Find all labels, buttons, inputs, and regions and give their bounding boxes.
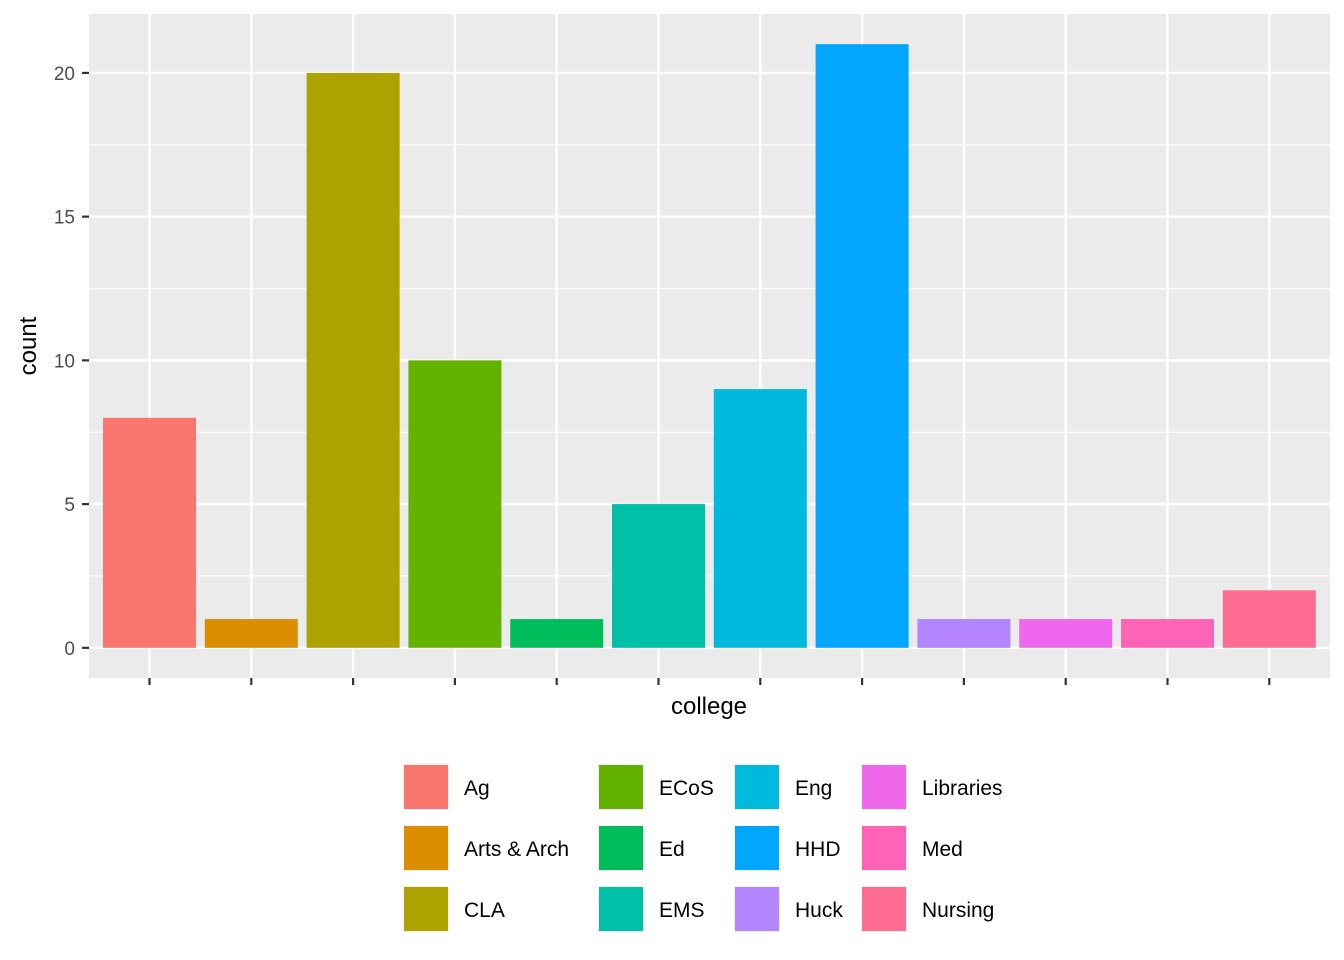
legend-swatch-cla	[404, 887, 448, 931]
bars	[103, 44, 1316, 648]
legend-label-huck: Huck	[795, 899, 843, 922]
x-axis	[148, 678, 1271, 685]
bar-huck	[917, 619, 1011, 648]
bar-ems	[612, 504, 705, 648]
legend-label-eng: Eng	[795, 777, 832, 800]
y-tick-label: 0	[64, 639, 75, 660]
legend-label-ed: Ed	[659, 838, 685, 861]
legend-label-med: Med	[922, 838, 963, 861]
legend-swatch-ems	[599, 887, 643, 931]
bar-ag	[103, 417, 196, 648]
y-axis: 0 5 10 15 20	[54, 64, 89, 660]
legend-label-arts-arch: Arts & Arch	[464, 838, 569, 861]
legend-swatch-huck	[735, 887, 779, 931]
bar-ed	[510, 619, 604, 648]
legend: Ag Arts & Arch CLA ECoS Ed EMS Eng HHD Huck Libra…	[403, 764, 1003, 932]
legend-swatch-ecos	[599, 765, 643, 809]
legend-label-libraries: Libraries	[922, 777, 1003, 800]
bar-cla	[306, 72, 400, 648]
legend-label-ecos: ECoS	[659, 777, 714, 800]
bar-med	[1121, 619, 1214, 648]
bar-ecos	[408, 360, 502, 648]
y-tick-label: 5	[64, 495, 75, 516]
legend-label-cla: CLA	[464, 899, 505, 922]
legend-label-nursing: Nursing	[922, 899, 994, 922]
legend-swatch-ag	[404, 765, 448, 809]
bar-arts-arch	[204, 619, 298, 648]
y-tick-label: 15	[54, 208, 75, 229]
x-axis-title: college	[671, 693, 747, 720]
bar-libraries	[1019, 619, 1113, 648]
y-axis-title: count	[15, 316, 42, 375]
panel-background	[89, 14, 1330, 678]
legend-swatch-ed	[599, 826, 643, 870]
legend-swatch-arts-arch	[404, 826, 448, 870]
legend-swatch-med	[862, 826, 906, 870]
legend-label-ag: Ag	[464, 777, 490, 800]
minor-gridlines	[89, 144, 1330, 577]
y-tick-label: 10	[54, 351, 75, 372]
legend-swatch-eng	[735, 765, 779, 809]
y-tick-label: 20	[54, 64, 75, 85]
legend-label-hhd: HHD	[795, 838, 841, 861]
legend-swatch-hhd	[735, 826, 779, 870]
legend-swatch-nursing	[862, 887, 906, 931]
bar-nursing	[1222, 590, 1316, 648]
legend-swatch-libraries	[862, 765, 906, 809]
legend-label-ems: EMS	[659, 899, 705, 922]
bar-eng	[713, 389, 807, 648]
bar-hhd	[815, 44, 909, 648]
